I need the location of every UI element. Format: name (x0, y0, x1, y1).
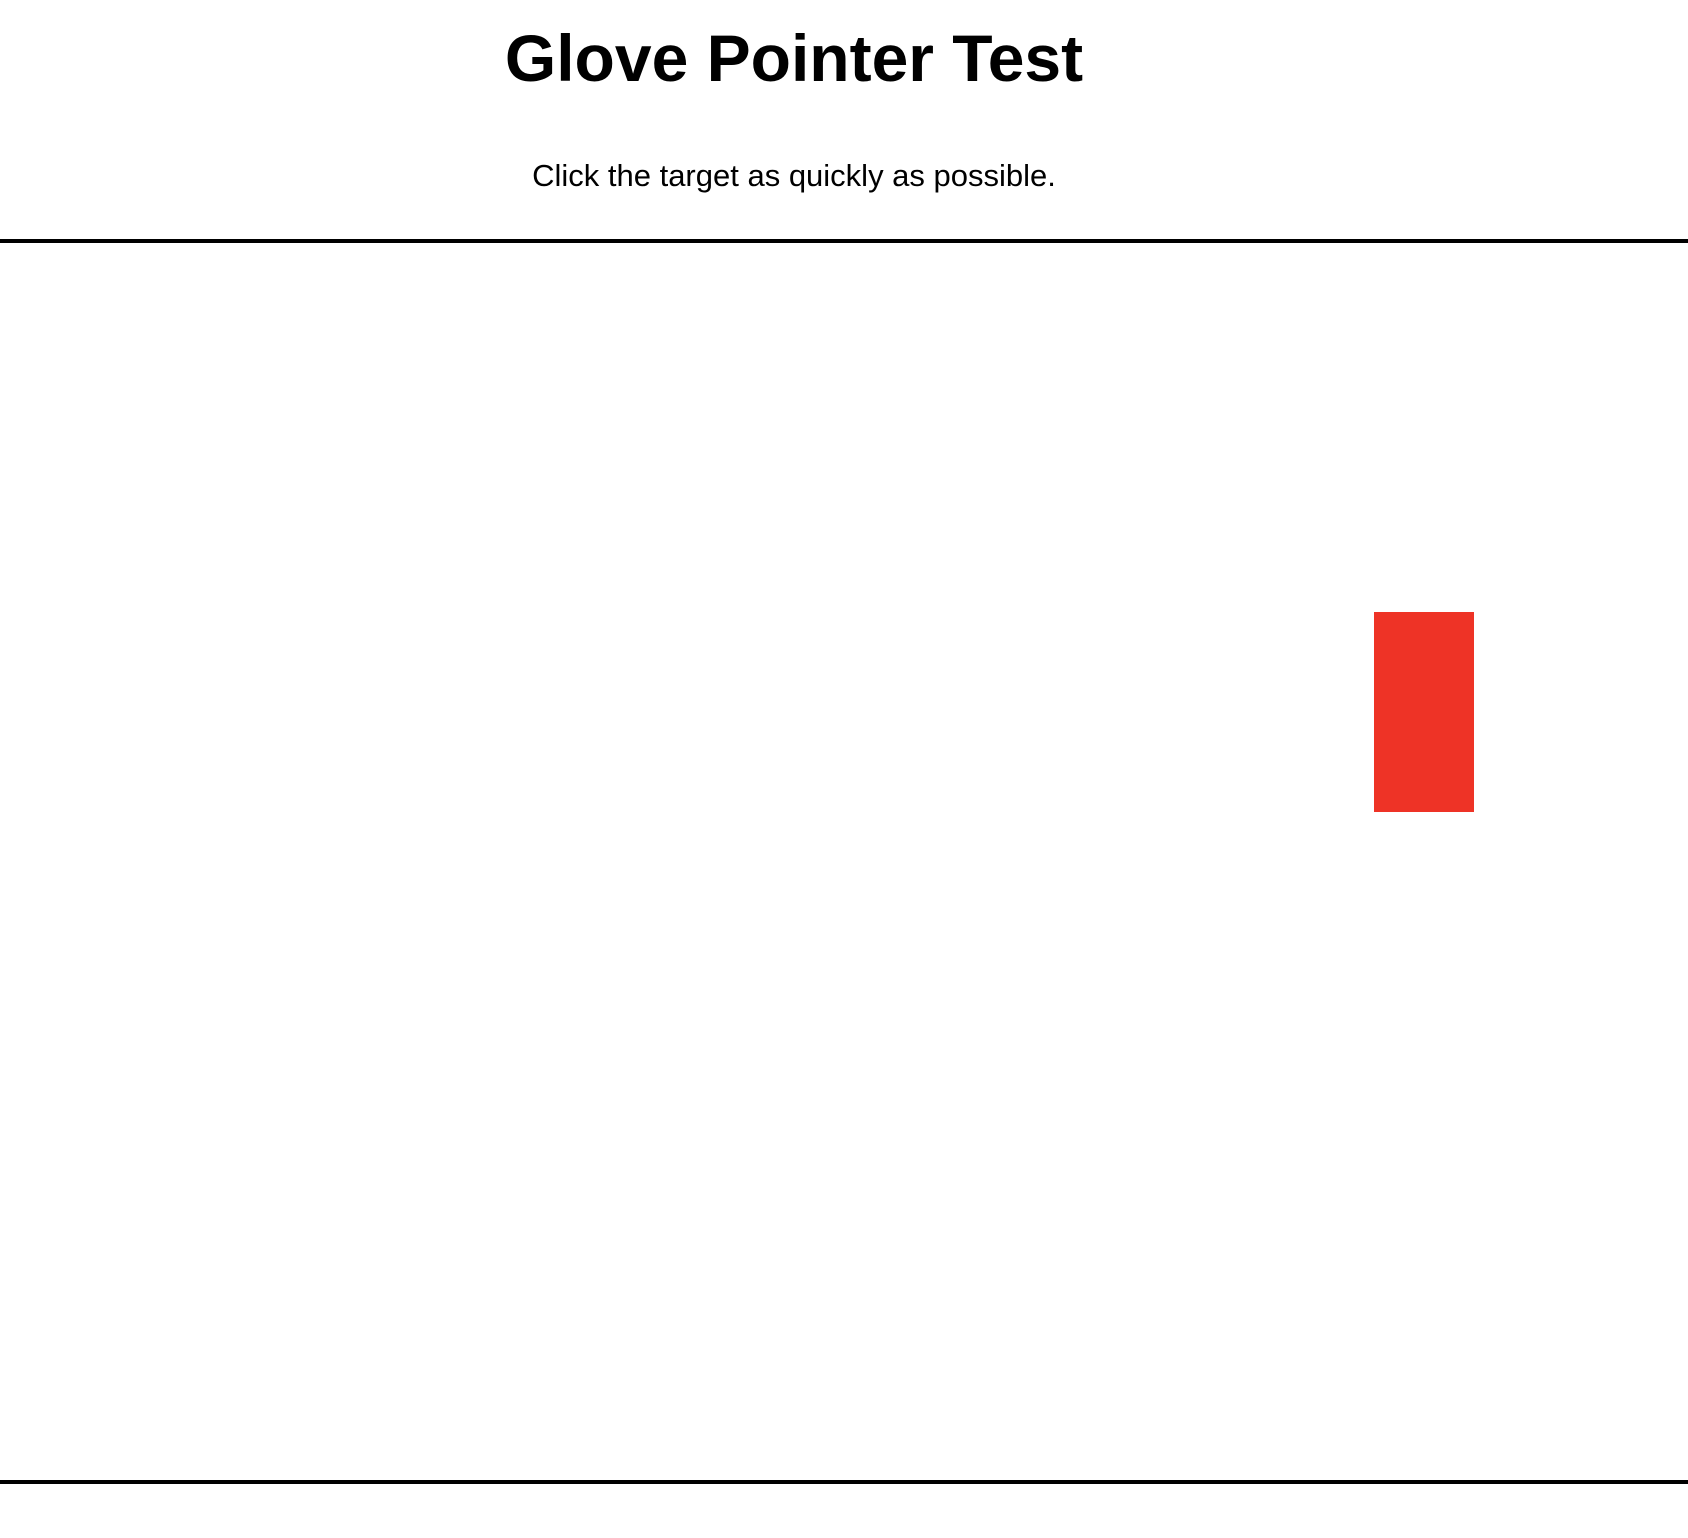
click-target[interactable] (1374, 612, 1474, 812)
page-header: Glove Pointer Test Click the target as q… (0, 0, 1588, 238)
page-title: Glove Pointer Test (504, 21, 1084, 95)
test-area[interactable] (0, 239, 1688, 1484)
instructions-text: Click the target as quickly as possible. (532, 158, 1056, 193)
